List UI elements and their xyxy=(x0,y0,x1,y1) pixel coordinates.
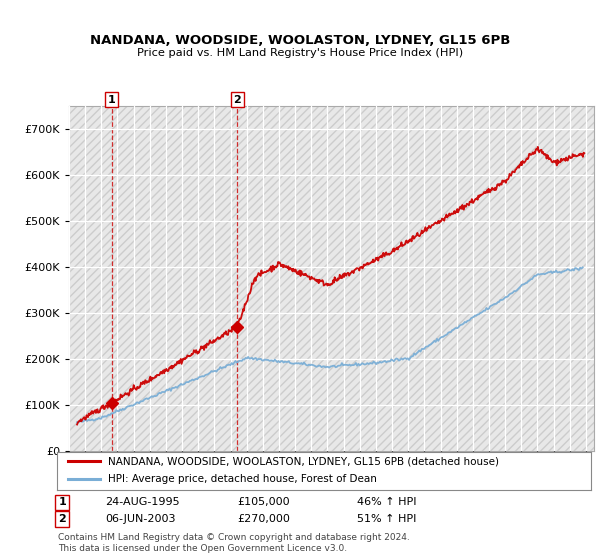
Text: Contains HM Land Registry data © Crown copyright and database right 2024.
This d: Contains HM Land Registry data © Crown c… xyxy=(58,533,410,553)
Text: £270,000: £270,000 xyxy=(237,514,290,524)
Text: NANDANA, WOODSIDE, WOOLASTON, LYDNEY, GL15 6PB: NANDANA, WOODSIDE, WOOLASTON, LYDNEY, GL… xyxy=(90,34,510,46)
Text: 1: 1 xyxy=(58,497,66,507)
Text: NANDANA, WOODSIDE, WOOLASTON, LYDNEY, GL15 6PB (detached house): NANDANA, WOODSIDE, WOOLASTON, LYDNEY, GL… xyxy=(108,456,499,466)
Text: 51% ↑ HPI: 51% ↑ HPI xyxy=(357,514,416,524)
Text: Price paid vs. HM Land Registry's House Price Index (HPI): Price paid vs. HM Land Registry's House … xyxy=(137,48,463,58)
Text: 2: 2 xyxy=(58,514,66,524)
Text: HPI: Average price, detached house, Forest of Dean: HPI: Average price, detached house, Fore… xyxy=(108,474,377,484)
Text: 06-JUN-2003: 06-JUN-2003 xyxy=(105,514,176,524)
Text: 24-AUG-1995: 24-AUG-1995 xyxy=(105,497,179,507)
Text: £105,000: £105,000 xyxy=(237,497,290,507)
Text: 1: 1 xyxy=(108,95,116,105)
Text: 2: 2 xyxy=(233,95,241,105)
Text: 46% ↑ HPI: 46% ↑ HPI xyxy=(357,497,416,507)
